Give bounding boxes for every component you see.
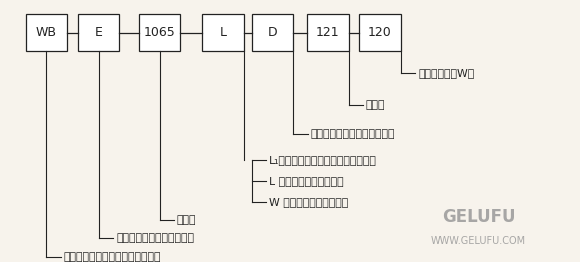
Text: 121: 121 <box>316 26 339 39</box>
Text: 表示双级减速（单级省略）: 表示双级减速（单级省略） <box>116 233 194 243</box>
Text: L: L <box>220 26 227 39</box>
Text: L₁表示立式机座安装形式（派生型）: L₁表示立式机座安装形式（派生型） <box>269 155 377 165</box>
Text: E: E <box>95 26 103 39</box>
Text: W 表示卧式机座安装形式: W 表示卧式机座安装形式 <box>269 197 349 207</box>
Text: GELUFU: GELUFU <box>442 209 515 226</box>
Text: 减速比: 减速比 <box>366 100 386 110</box>
Text: 120: 120 <box>368 26 392 39</box>
Text: L 表示立式机座安装形式: L 表示立式机座安装形式 <box>269 176 344 186</box>
FancyBboxPatch shape <box>307 14 349 51</box>
FancyBboxPatch shape <box>26 14 67 51</box>
FancyBboxPatch shape <box>139 14 180 51</box>
Text: 表示带电机（不带电机省略）: 表示带电机（不带电机省略） <box>311 129 396 139</box>
FancyBboxPatch shape <box>78 14 119 51</box>
FancyBboxPatch shape <box>202 14 244 51</box>
Text: 表示微型摆线针轮减速器系列代号: 表示微型摆线针轮减速器系列代号 <box>64 252 161 262</box>
FancyBboxPatch shape <box>252 14 293 51</box>
Text: 电机动功率（W）: 电机动功率（W） <box>418 68 474 78</box>
Text: 机型号: 机型号 <box>177 215 197 225</box>
Text: D: D <box>268 26 277 39</box>
FancyBboxPatch shape <box>359 14 401 51</box>
Text: 1065: 1065 <box>144 26 175 39</box>
Text: WB: WB <box>36 26 57 39</box>
Text: WWW.GELUFU.COM: WWW.GELUFU.COM <box>431 236 526 246</box>
